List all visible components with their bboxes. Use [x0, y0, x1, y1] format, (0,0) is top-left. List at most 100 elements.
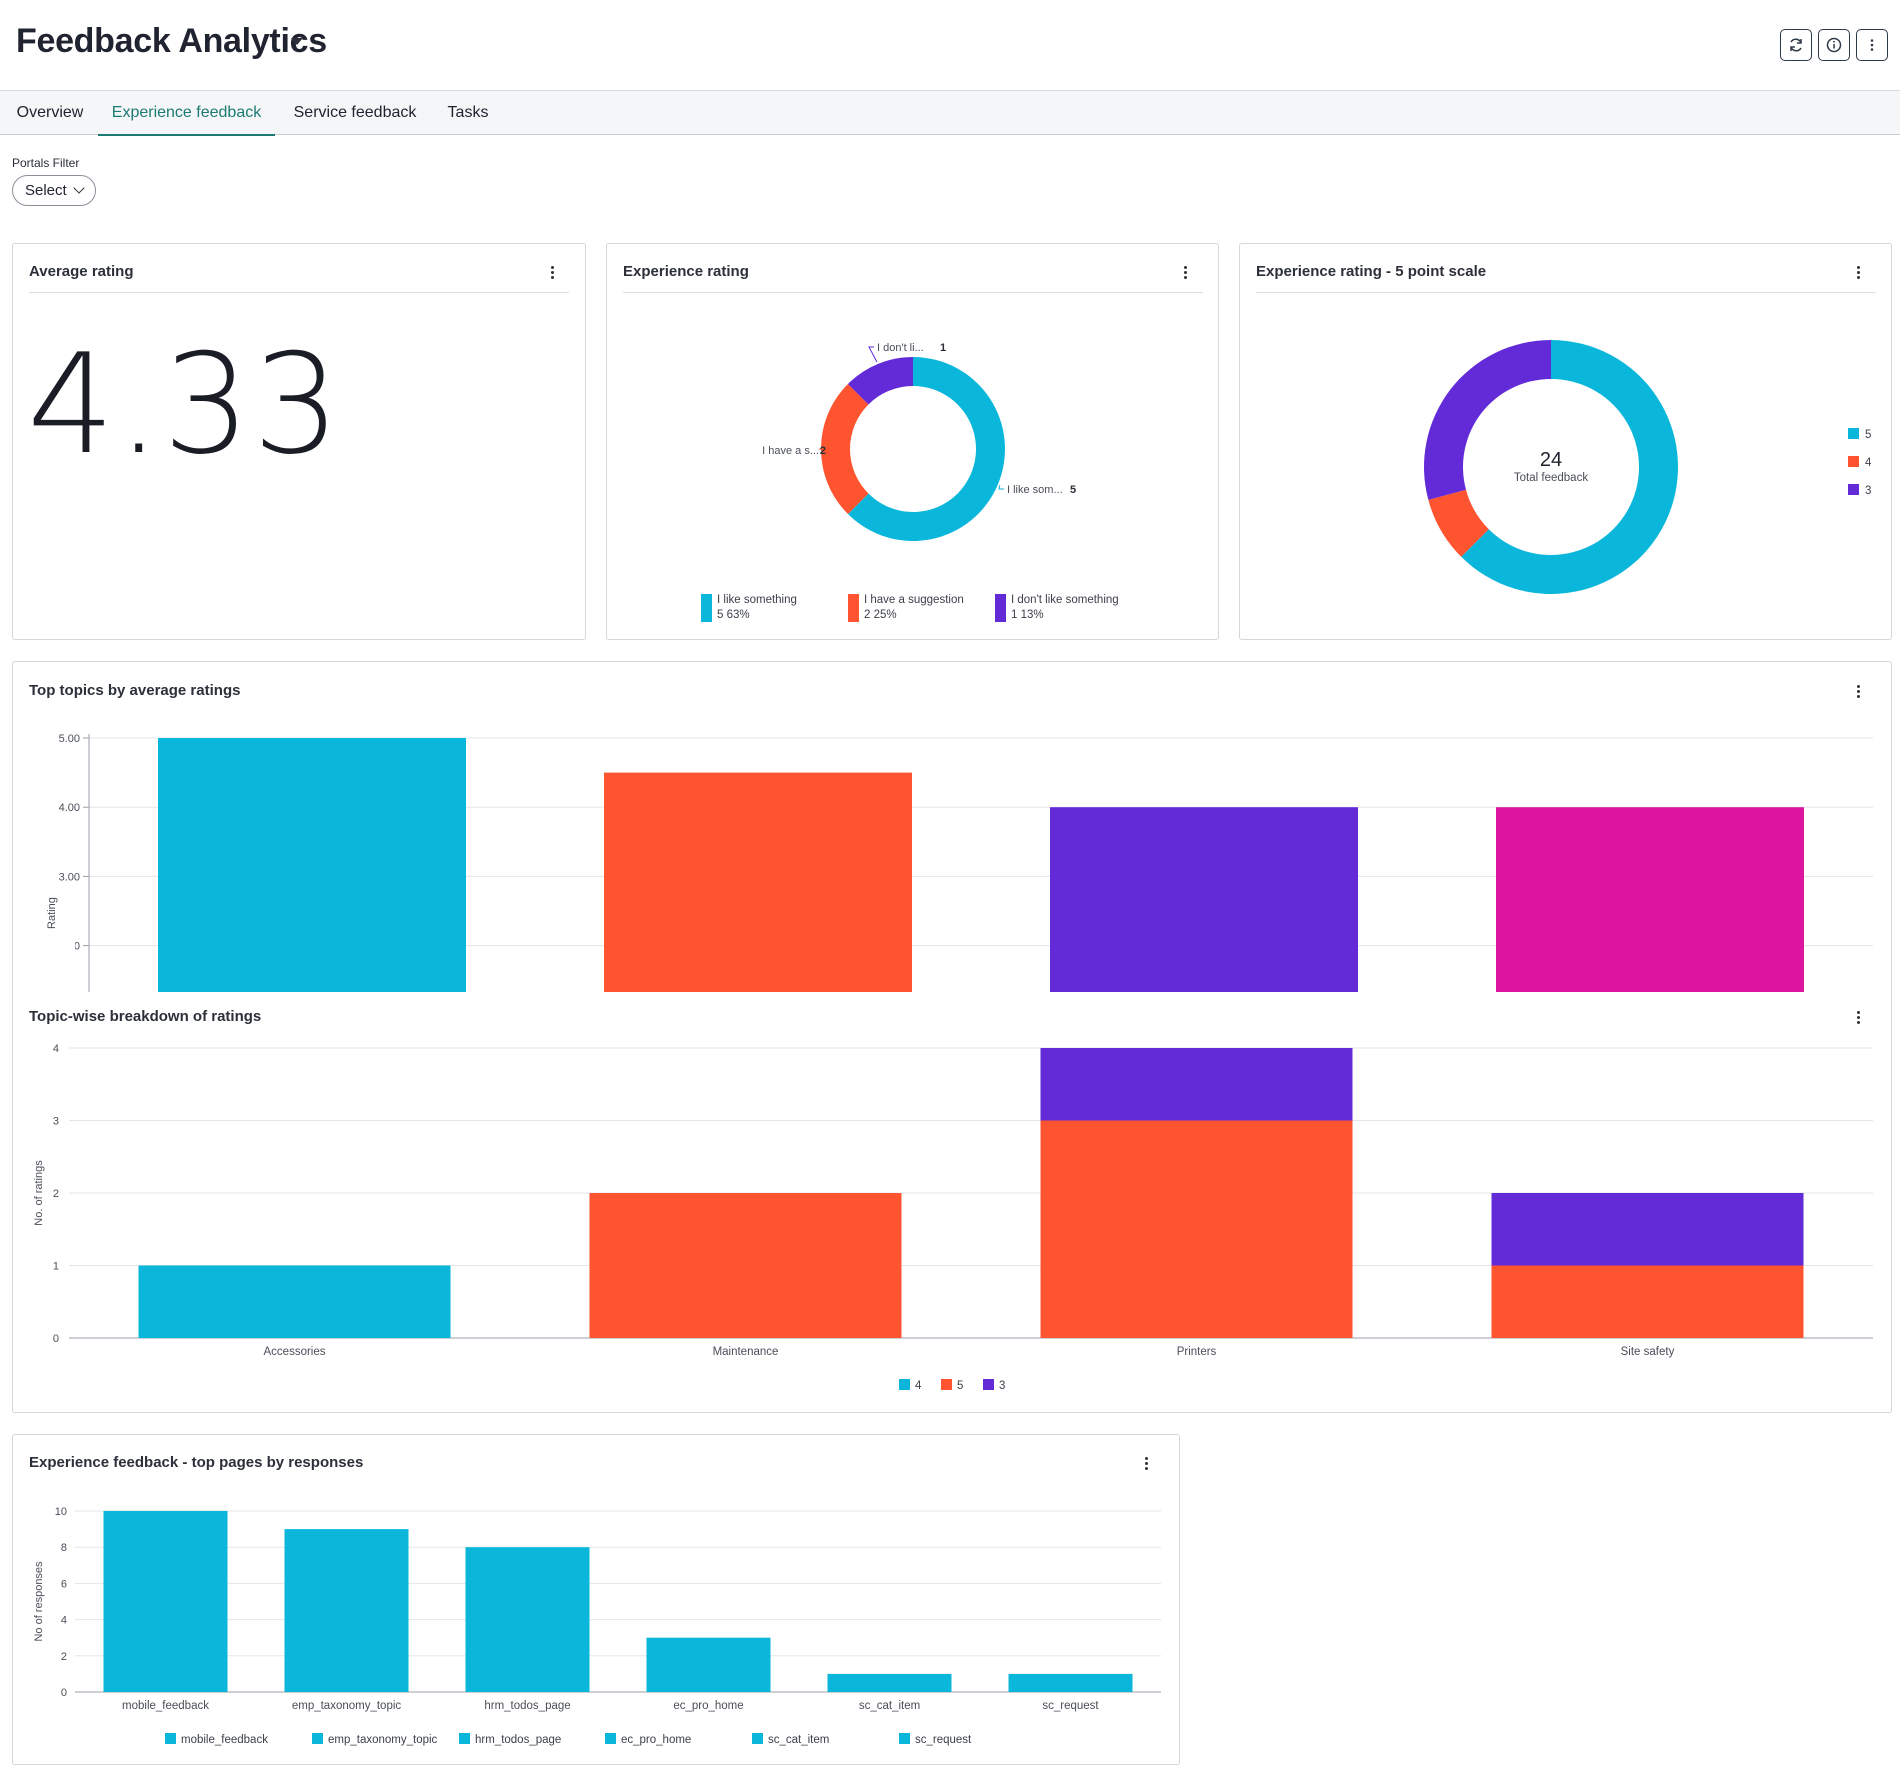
- refresh-button[interactable]: [1780, 29, 1812, 61]
- legend-value: 2 25%: [864, 609, 897, 621]
- tab-tasks[interactable]: Tasks: [447, 104, 489, 121]
- legend-swatch: [605, 1733, 616, 1744]
- legend-swatch: [165, 1733, 176, 1744]
- stacked-bar-segment[interactable]: [138, 1265, 451, 1339]
- x-tick-label: emp_taxonomy_topic: [292, 1700, 402, 1712]
- callout-label: I have a s...: [762, 445, 819, 457]
- card-menu-icon[interactable]: [546, 264, 560, 282]
- legend-label[interactable]: hrm_todos_page: [475, 1734, 561, 1746]
- x-tick-label: Printers: [1177, 1346, 1217, 1358]
- tab-service-feedback[interactable]: Service feedback: [293, 104, 417, 121]
- donut-slice-5[interactable]: [1461, 340, 1678, 594]
- card-menu-icon[interactable]: [1852, 1009, 1866, 1027]
- callout-line: [998, 484, 1004, 490]
- legend-swatch: [899, 1733, 910, 1744]
- y-tick-label: 4.00: [59, 802, 80, 814]
- clip-mask: [13, 932, 75, 992]
- legend-label[interactable]: 4: [1865, 457, 1872, 469]
- legend-label[interactable]: I don't like something: [1011, 594, 1119, 606]
- y-tick-label: 6: [61, 1578, 67, 1590]
- chevron-down-icon: [73, 182, 85, 194]
- legend-label[interactable]: ec_pro_home: [621, 1734, 691, 1746]
- y-tick-label: 4: [61, 1615, 67, 1627]
- tab-overview[interactable]: Overview: [16, 104, 84, 121]
- bar[interactable]: [646, 1637, 771, 1692]
- legend-label[interactable]: 3: [1865, 485, 1871, 497]
- donut-slice-2[interactable]: [847, 357, 913, 405]
- x-tick-label: Accessories: [264, 1346, 326, 1358]
- stacked-bar-segment[interactable]: [1491, 1193, 1804, 1266]
- callout-label: I don't li...: [877, 342, 924, 354]
- legend-label[interactable]: sc_cat_item: [768, 1734, 829, 1746]
- more-options-button[interactable]: [1856, 29, 1888, 61]
- legend-swatch: [701, 594, 712, 622]
- legend-swatch: [995, 594, 1006, 622]
- bar[interactable]: [103, 1511, 228, 1692]
- top-topics-bar-chart: 5.004.003.002.00Average Rating: [13, 733, 1873, 992]
- legend-swatch: [983, 1379, 994, 1390]
- callout-value: 2: [820, 445, 826, 457]
- legend-label[interactable]: 5: [957, 1380, 963, 1392]
- bar[interactable]: [1496, 807, 1804, 992]
- card-menu-icon[interactable]: [1179, 264, 1193, 282]
- legend-swatch: [899, 1379, 910, 1390]
- stacked-bar-segment[interactable]: [1040, 1120, 1353, 1339]
- topics-card: Top topics by average ratings 5.00 4.00 3.…: [12, 661, 1892, 1413]
- info-button[interactable]: [1818, 29, 1850, 61]
- x-tick-label: Site safety: [1621, 1346, 1675, 1358]
- tab-experience-feedback[interactable]: Experience feedback: [98, 91, 275, 136]
- legend-swatch: [941, 1379, 952, 1390]
- refresh-icon: [1790, 38, 1802, 52]
- card-menu-icon[interactable]: [1852, 264, 1866, 282]
- legend-label[interactable]: I have a suggestion: [864, 594, 964, 606]
- y-tick-label: 4: [53, 1043, 59, 1055]
- portals-filter-select[interactable]: Select: [12, 175, 96, 206]
- top-pages-card: Experience feedback - top pages by respo…: [12, 1434, 1180, 1765]
- bar[interactable]: [1008, 1673, 1133, 1692]
- y-tick-label: 2: [61, 1651, 67, 1663]
- donut-slice-1[interactable]: [821, 383, 869, 515]
- title-dropdown-icon[interactable]: [291, 38, 303, 45]
- bar[interactable]: [158, 738, 466, 992]
- card-menu-icon[interactable]: [1852, 683, 1866, 701]
- legend-label[interactable]: I like something: [717, 594, 797, 606]
- card-divider: [623, 292, 1203, 293]
- callout-line: [818, 448, 834, 451]
- bar[interactable]: [465, 1547, 590, 1692]
- stacked-bar-segment[interactable]: [1040, 1048, 1353, 1121]
- bar[interactable]: [604, 772, 912, 992]
- legend-swatch: [848, 594, 859, 622]
- donut-slice-0[interactable]: [847, 357, 1005, 541]
- bar[interactable]: [1050, 807, 1358, 992]
- experience-rating-5-point-card: Experience rating - 5 point scale 24 Tota…: [1239, 243, 1892, 640]
- card-title: Experience feedback - top pages by respo…: [29, 1454, 364, 1471]
- stacked-bar-segment[interactable]: [589, 1193, 902, 1338]
- x-tick-label: sc_cat_item: [859, 1700, 920, 1712]
- legend-label[interactable]: sc_request: [915, 1734, 972, 1746]
- portals-filter-label: Portals Filter: [12, 156, 80, 170]
- legend-label[interactable]: 3: [999, 1380, 1005, 1392]
- legend-label[interactable]: emp_taxonomy_topic: [328, 1734, 438, 1746]
- callout-value: 5: [1070, 484, 1076, 496]
- bar[interactable]: [827, 1673, 952, 1692]
- donut-slice-4[interactable]: [1428, 489, 1489, 557]
- y-tick-label: 1: [53, 1261, 59, 1273]
- stacked-bar-segment[interactable]: [1491, 1265, 1804, 1339]
- legend-label[interactable]: 5: [1865, 429, 1871, 441]
- kebab-icon: [1870, 39, 1874, 51]
- callout-line: [868, 346, 878, 363]
- card-menu-icon[interactable]: [1140, 1455, 1154, 1473]
- experience-rating-donut-chart: I like som... 5 I have a s... 2 I don't li..…: [701, 342, 1119, 622]
- legend-label[interactable]: 4: [915, 1380, 922, 1392]
- card-title-topic-breakdown: Topic-wise breakdown of ratings: [29, 1008, 262, 1025]
- topic-breakdown-stacked-bar-chart: 0 1 2 3 4 Accessories Maintenance Printers Site …: [33, 1043, 1873, 1392]
- legend-label[interactable]: mobile_feedback: [181, 1734, 268, 1746]
- legend-swatch: [1848, 484, 1859, 495]
- bar[interactable]: [284, 1529, 409, 1692]
- donut-slice-3[interactable]: [1424, 340, 1551, 500]
- card-title: Experience rating - 5 point scale: [1256, 263, 1487, 280]
- x-tick-label: sc_request: [1042, 1700, 1099, 1712]
- total-feedback-label: Total feedback: [1514, 472, 1588, 484]
- y-tick-label: 3: [53, 1116, 59, 1128]
